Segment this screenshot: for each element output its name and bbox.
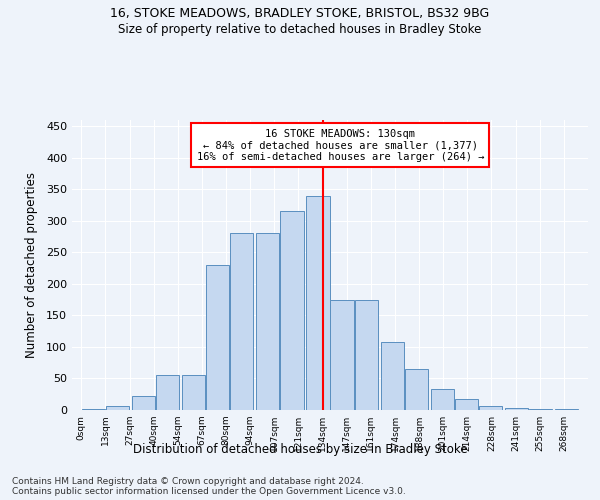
Bar <box>505 408 528 410</box>
Text: Size of property relative to detached houses in Bradley Stoke: Size of property relative to detached ho… <box>118 22 482 36</box>
Bar <box>280 212 304 410</box>
Bar <box>182 376 205 410</box>
Bar <box>82 408 105 410</box>
Bar <box>206 265 229 410</box>
Text: 16, STOKE MEADOWS, BRADLEY STOKE, BRISTOL, BS32 9BG: 16, STOKE MEADOWS, BRADLEY STOKE, BRISTO… <box>110 8 490 20</box>
Bar <box>380 342 404 410</box>
Y-axis label: Number of detached properties: Number of detached properties <box>25 172 38 358</box>
Bar <box>405 369 428 410</box>
Bar <box>455 398 478 410</box>
Text: Contains HM Land Registry data © Crown copyright and database right 2024.: Contains HM Land Registry data © Crown c… <box>12 478 364 486</box>
Bar <box>355 300 378 410</box>
Text: Contains public sector information licensed under the Open Government Licence v3: Contains public sector information licen… <box>12 488 406 496</box>
Bar <box>230 234 253 410</box>
Bar <box>106 406 129 410</box>
Bar <box>331 300 353 410</box>
Text: 16 STOKE MEADOWS: 130sqm
← 84% of detached houses are smaller (1,377)
16% of sem: 16 STOKE MEADOWS: 130sqm ← 84% of detach… <box>197 128 484 162</box>
Bar <box>479 406 502 410</box>
Bar <box>132 396 155 410</box>
Bar <box>307 196 329 410</box>
Bar <box>431 389 454 410</box>
Bar <box>156 376 179 410</box>
Bar <box>256 234 280 410</box>
Bar <box>529 408 552 410</box>
Text: Distribution of detached houses by size in Bradley Stoke: Distribution of detached houses by size … <box>133 442 467 456</box>
